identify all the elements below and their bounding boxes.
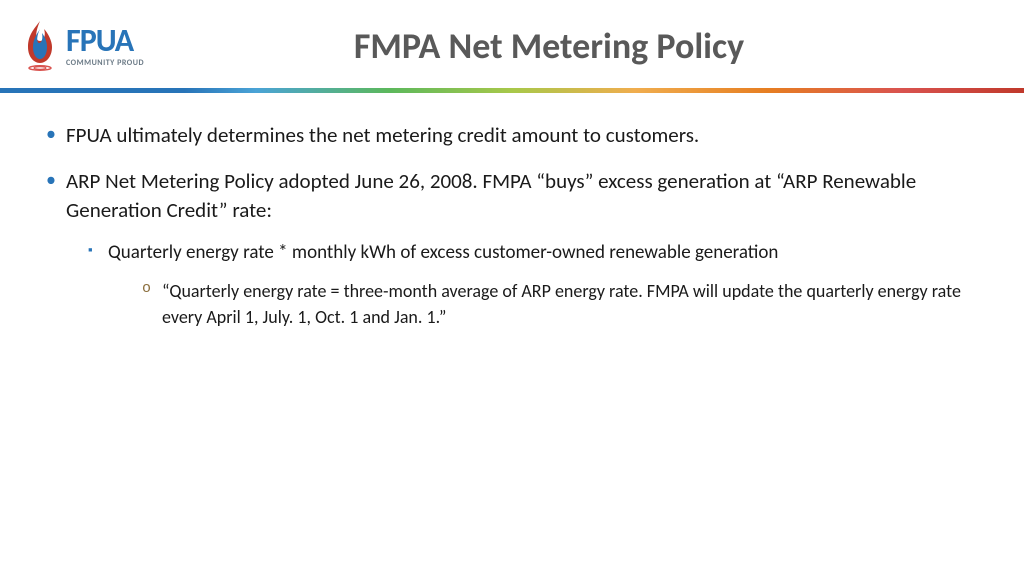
list-item: “Quarterly energy rate = three-month ave… xyxy=(108,278,980,330)
flame-icon xyxy=(20,19,60,73)
list-item: FPUA ultimately determines the net meter… xyxy=(44,121,980,149)
bullet-text: FPUA ultimately determines the net meter… xyxy=(66,122,699,148)
bullet-text: Quarterly energy rate * monthly kWh of e… xyxy=(108,241,778,264)
sub-list: Quarterly energy rate * monthly kWh of e… xyxy=(66,240,980,330)
sub-sub-list: “Quarterly energy rate = three-month ave… xyxy=(108,278,980,330)
page-title: FMPA Net Metering Policy xyxy=(94,24,1004,68)
slide-content: FPUA ultimately determines the net meter… xyxy=(0,93,1024,368)
bullet-text: “Quarterly energy rate = three-month ave… xyxy=(162,280,961,328)
bullet-text: ARP Net Metering Policy adopted June 26,… xyxy=(66,168,916,222)
list-item: ARP Net Metering Policy adopted June 26,… xyxy=(44,167,980,330)
header: FPUA COMMUNITY PROUD FMPA Net Metering P… xyxy=(0,0,1024,88)
list-item: Quarterly energy rate * monthly kWh of e… xyxy=(66,240,980,330)
bullet-list: FPUA ultimately determines the net meter… xyxy=(44,121,980,330)
